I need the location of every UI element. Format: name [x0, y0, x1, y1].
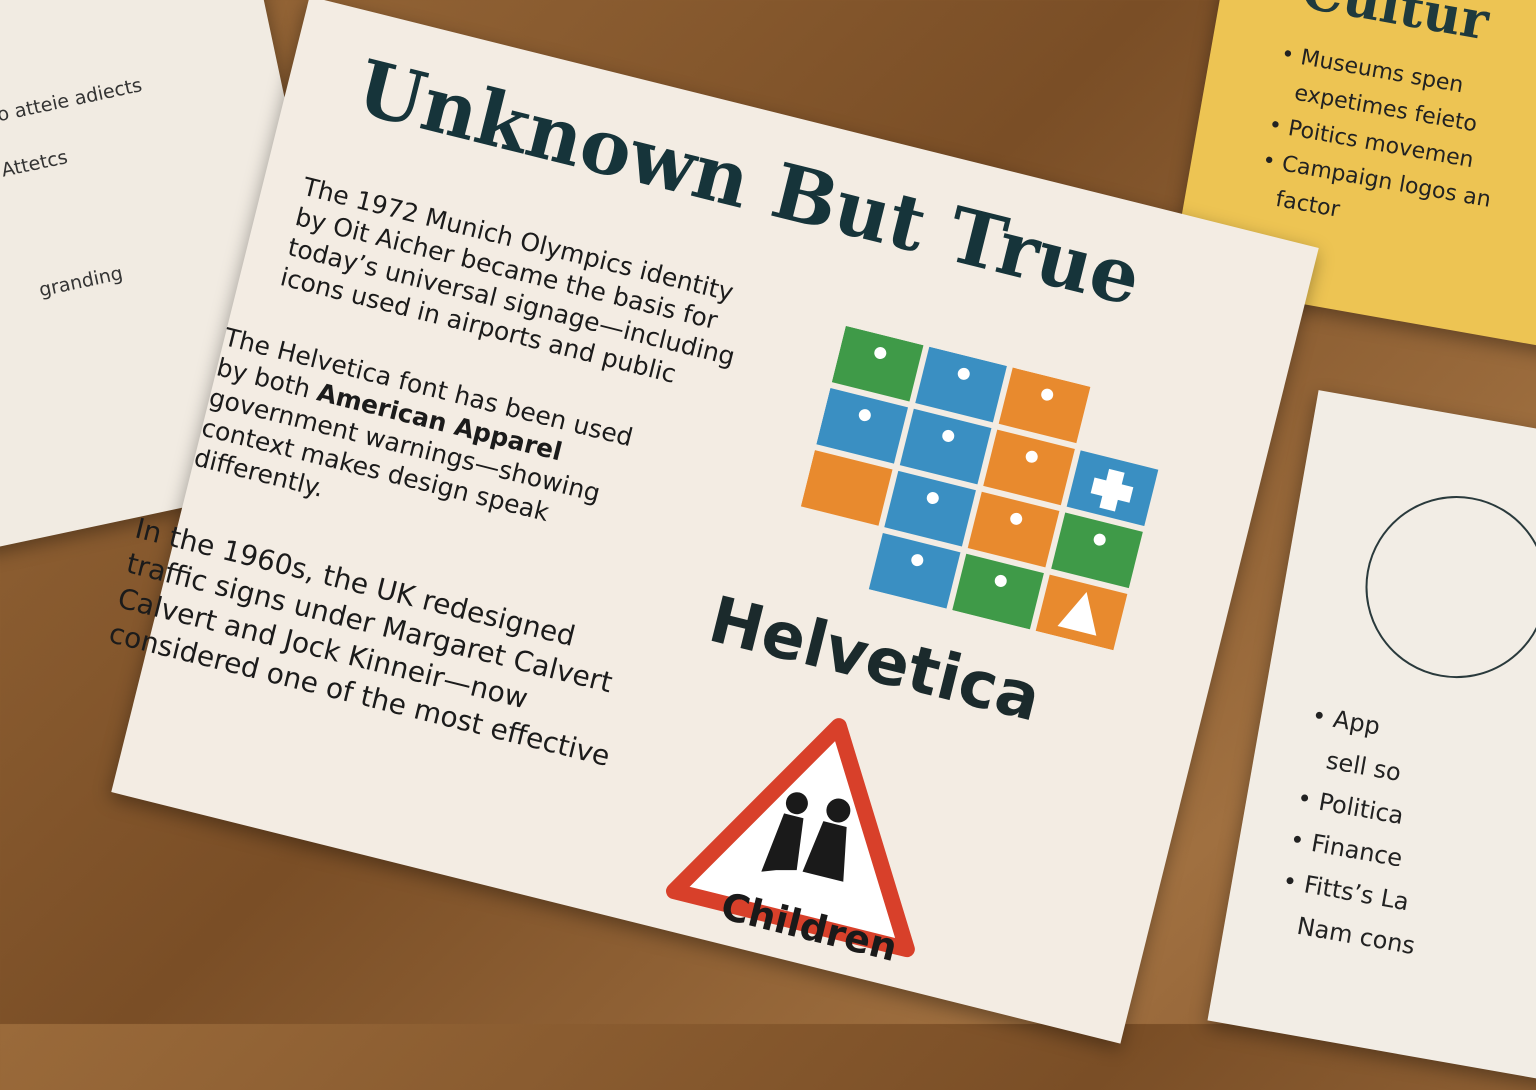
glyphs [858, 347, 1134, 636]
list: • App sell so • Politica • Finance • Fit… [1272, 694, 1455, 967]
bottom-right-paper: • App sell so • Politica • Finance • Fit… [1207, 390, 1536, 1090]
text: App [1331, 704, 1383, 741]
warning-sign [666, 718, 915, 958]
main-card: Unknown But True The 1972 Munich Olympic… [106, 0, 1319, 1044]
line: n to atteie adiects [0, 74, 144, 131]
line: granding [37, 262, 125, 302]
line: d Attetcs [0, 146, 70, 185]
pictogram-grid [800, 325, 1159, 651]
emblem [1365, 496, 1536, 679]
list: • Museums spen expetimes feieto • Poitic… [1253, 37, 1512, 254]
